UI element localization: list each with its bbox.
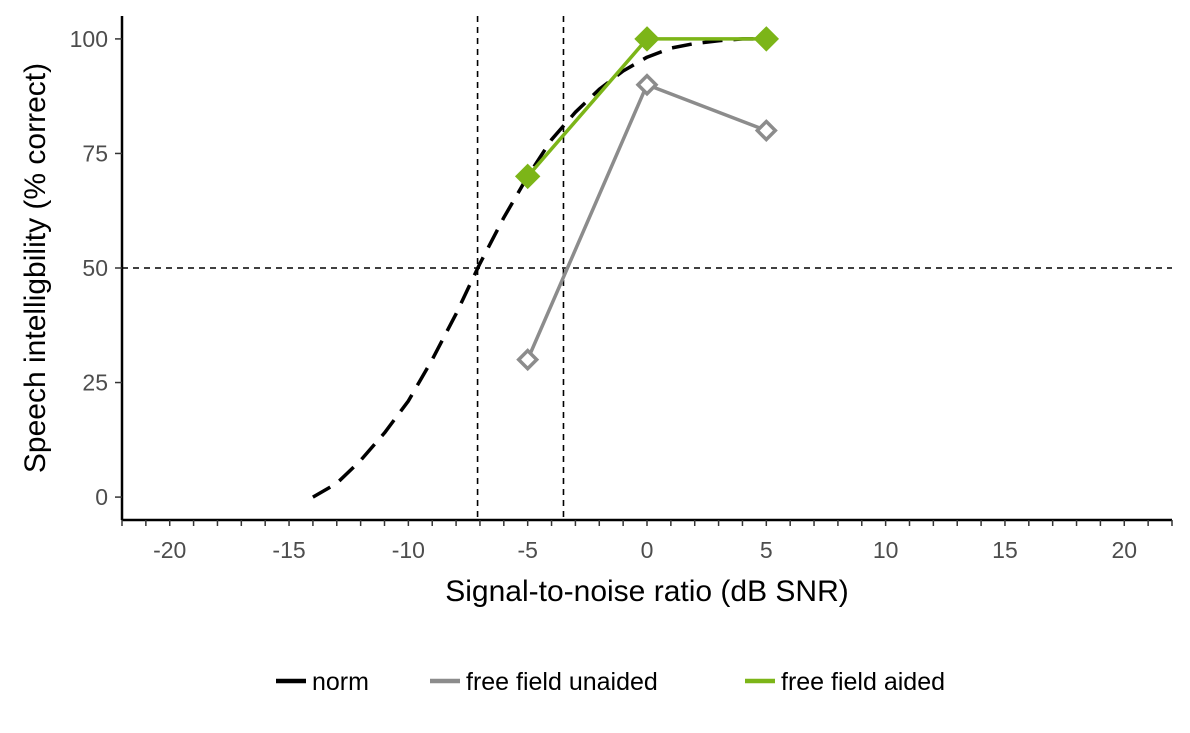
legend-item-norm: norm: [276, 668, 369, 696]
legend-label: free field unaided: [466, 668, 658, 696]
y-tick-label: 25: [82, 370, 108, 396]
series-free-field-unaided: [516, 73, 778, 372]
data-point-free-field-aided: [634, 26, 660, 52]
legend-item-free-field-aided: free field aided: [745, 668, 945, 696]
legend-label: free field aided: [781, 668, 945, 696]
y-tick-label: 75: [82, 140, 108, 166]
y-ticks: 0 25 50 75 100: [70, 26, 122, 510]
data-point-free-field-aided: [753, 26, 780, 52]
y-axis: 0 25 50 75 100: [70, 16, 124, 520]
legend-label: norm: [312, 668, 369, 696]
legend: norm free field unaided free field aided: [276, 668, 945, 696]
y-tick-label: 100: [70, 26, 108, 52]
x-tick-label: 10: [873, 537, 899, 563]
series-line-norm: [312, 37, 767, 499]
x-tick-label: 0: [641, 537, 654, 563]
data-point-free-field-unaided: [754, 119, 778, 143]
x-tick-label: 15: [992, 537, 1018, 563]
y-axis-title: Speech intelligbility (% correct): [19, 63, 52, 473]
data-point-free-field-unaided: [516, 348, 540, 372]
x-tick-label: -5: [517, 537, 537, 563]
x-tick-label: 20: [1111, 537, 1137, 563]
legend-item-free-field-unaided: free field unaided: [430, 668, 658, 696]
y-tick-label: 0: [95, 484, 108, 510]
reference-lines: [122, 16, 1172, 520]
x-tick-label: -15: [272, 537, 305, 563]
x-tick-label: 5: [760, 537, 773, 563]
x-axis-title: Signal-to-noise ratio (dB SNR): [445, 575, 849, 608]
series-layer: [312, 26, 780, 499]
y-tick-label: 50: [82, 255, 108, 281]
data-point-free-field-aided: [514, 163, 541, 190]
x-axis: -20 -15 -10 -5 0 5 10 15 20: [121, 518, 1173, 563]
series-norm: [312, 37, 767, 499]
x-tick-label: -10: [392, 537, 425, 563]
x-ticks: -20 -15 -10 -5 0 5 10 15 20: [121, 520, 1173, 563]
x-tick-label: -20: [153, 537, 186, 563]
series-free-field-aided: [514, 26, 780, 190]
data-point-free-field-unaided: [635, 73, 659, 97]
